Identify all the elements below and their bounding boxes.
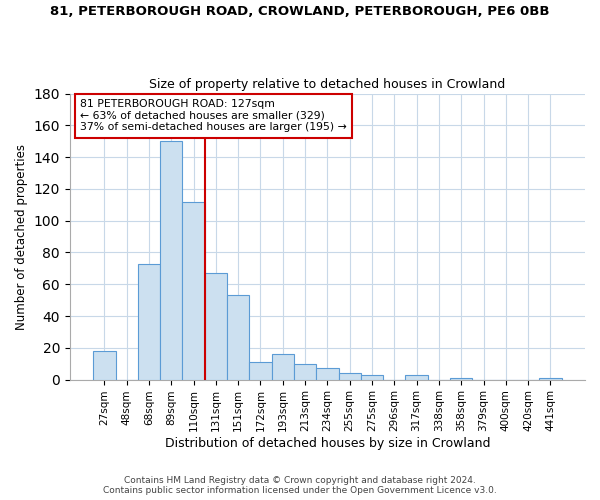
Bar [294, 364, 316, 380]
Bar [205, 273, 227, 380]
Bar [93, 351, 116, 380]
Bar [539, 378, 562, 380]
Bar [227, 296, 250, 380]
X-axis label: Distribution of detached houses by size in Crowland: Distribution of detached houses by size … [164, 437, 490, 450]
Bar [272, 354, 294, 380]
Text: 81, PETERBOROUGH ROAD, CROWLAND, PETERBOROUGH, PE6 0BB: 81, PETERBOROUGH ROAD, CROWLAND, PETERBO… [50, 5, 550, 18]
Y-axis label: Number of detached properties: Number of detached properties [15, 144, 28, 330]
Bar [450, 378, 472, 380]
Title: Size of property relative to detached houses in Crowland: Size of property relative to detached ho… [149, 78, 506, 91]
Bar [138, 264, 160, 380]
Text: 81 PETERBOROUGH ROAD: 127sqm
← 63% of detached houses are smaller (329)
37% of s: 81 PETERBOROUGH ROAD: 127sqm ← 63% of de… [80, 100, 347, 132]
Bar [250, 362, 272, 380]
Text: Contains HM Land Registry data © Crown copyright and database right 2024.
Contai: Contains HM Land Registry data © Crown c… [103, 476, 497, 495]
Bar [160, 141, 182, 380]
Bar [338, 373, 361, 380]
Bar [406, 375, 428, 380]
Bar [316, 368, 338, 380]
Bar [182, 202, 205, 380]
Bar [361, 375, 383, 380]
